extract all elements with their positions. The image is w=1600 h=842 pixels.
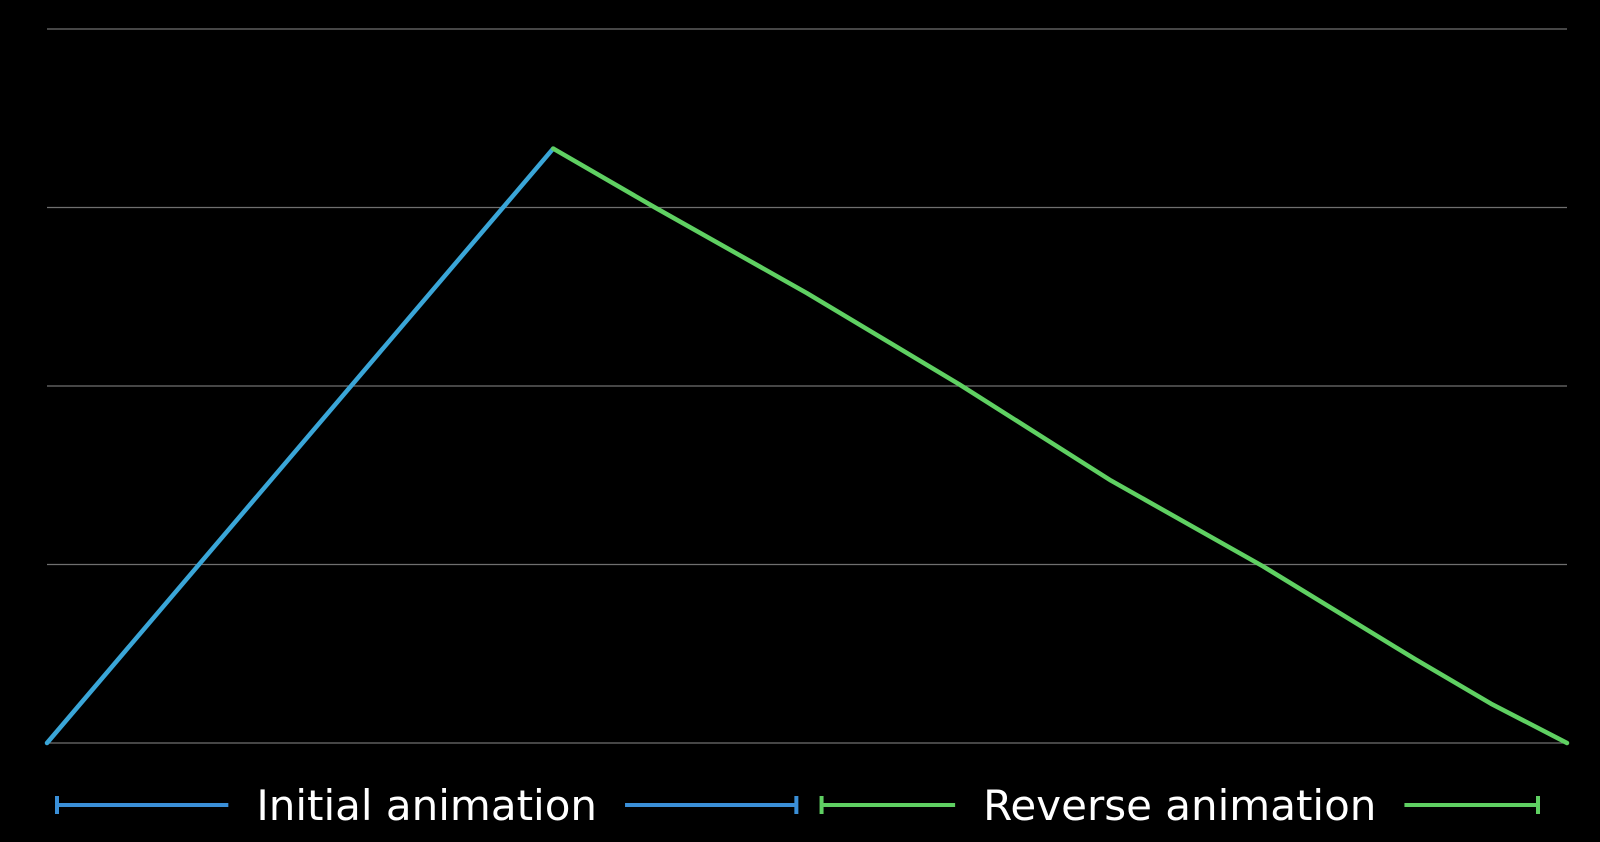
gridlines — [47, 28, 1567, 744]
bracket-1: Reverse animation — [819, 781, 1540, 830]
bracket-label-1: Reverse animation — [983, 781, 1376, 830]
bracket-0: Initial animation — [55, 781, 799, 830]
series-lines — [44, 146, 1570, 746]
series-line-1 — [550, 146, 1570, 746]
duration-brackets: Initial animation Reverse animation — [55, 781, 1540, 830]
series-line-0 — [44, 146, 556, 746]
bracket-label-0: Initial animation — [256, 781, 597, 830]
